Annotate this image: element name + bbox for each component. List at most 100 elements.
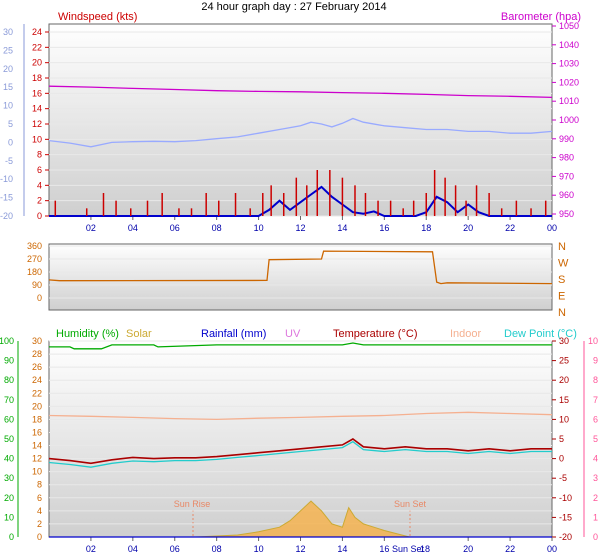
wind-tick-label: 14	[32, 104, 42, 114]
uv-tick-label: 2	[593, 493, 598, 503]
solar-area	[195, 500, 410, 538]
humidity-tick-label: 50	[4, 434, 14, 444]
wind-axis-label: Windspeed (kts)	[58, 11, 137, 23]
hour-tick-label: 22	[505, 544, 515, 554]
wind-tick-label: 20	[32, 58, 42, 68]
baro-tick-label: 970	[559, 171, 574, 181]
temp-series	[48, 342, 553, 538]
hour-tick-label: 10	[254, 544, 264, 554]
solar-tick-label: 18	[32, 414, 42, 424]
direction-tick-label: 270	[27, 254, 42, 264]
temp-tick-label: 15	[559, 395, 569, 405]
baro-axis-label: Barometer (hpa)	[501, 11, 581, 23]
wind-tick-label: 0	[37, 211, 42, 221]
humidity-tick-label: 20	[4, 493, 14, 503]
temp-tick-label: 10	[559, 414, 569, 424]
solar-tick-label: 0	[37, 532, 42, 542]
hour-tick-label: 04	[128, 223, 138, 233]
baro-tick-label: 1010	[559, 96, 579, 106]
temp-tick-label: -20	[559, 532, 572, 542]
avgwind-tick-label: 20	[3, 64, 13, 74]
uv-tick-label: 5	[593, 434, 598, 444]
hour-tick-label: 14	[337, 223, 347, 233]
wind-tick-label: 18	[32, 73, 42, 83]
uv-tick-label: 7	[593, 395, 598, 405]
direction-tick-label: 180	[27, 267, 42, 277]
legend-temperature: Temperature (°C)	[333, 328, 417, 340]
solar-tick-label: 30	[32, 336, 42, 346]
hour-tick-label: 08	[212, 544, 222, 554]
hour-tick-label: 06	[170, 223, 180, 233]
humidity-tick-label: 10	[4, 512, 14, 522]
sunset-axis-label: Sun Set	[392, 544, 425, 554]
temp-tick-label: 25	[559, 356, 569, 366]
dew-line	[48, 440, 552, 468]
baro-tick-label: 960	[559, 190, 574, 200]
hour-tick-label: 12	[295, 544, 305, 554]
hour-tick-label: 02	[86, 544, 96, 554]
avgwind-tick-label: 15	[3, 82, 13, 92]
temp-tick-label: 0	[559, 454, 564, 464]
wind-tick-label: 8	[37, 150, 42, 160]
wind-tick-label: 24	[32, 27, 42, 37]
baro-tick-label: 1050	[559, 21, 579, 31]
uv-tick-label: 9	[593, 356, 598, 366]
humidity-tick-label: 70	[4, 395, 14, 405]
hour-tick-label: 00	[547, 544, 557, 554]
legend-dewpoint: Dew Point (°C)	[504, 328, 577, 340]
wind-plot-area	[48, 23, 553, 217]
humidity-tick-label: 90	[4, 356, 14, 366]
compass-label: W	[558, 258, 569, 270]
avgwind-tick-label: 25	[3, 45, 13, 55]
legend-rainfall: Rainfall (mm)	[201, 328, 266, 340]
direction-line	[48, 250, 553, 285]
humidity-tick-label: 80	[4, 375, 14, 385]
page-title: 24 hour graph day : 27 February 2014	[201, 1, 386, 13]
solar-tick-label: 20	[32, 401, 42, 411]
wind-tick-label: 12	[32, 119, 42, 129]
wind-tick-label: 6	[37, 165, 42, 175]
temp-plot-area	[48, 340, 553, 538]
legend-indoor: Indoor	[450, 328, 482, 340]
hour-tick-label: 20	[463, 544, 473, 554]
solar-tick-label: 26	[32, 362, 42, 372]
humidity-tick-label: 40	[4, 454, 14, 464]
compass-label: N	[558, 307, 566, 319]
uv-tick-label: 3	[593, 473, 598, 483]
solar-tick-label: 4	[37, 506, 42, 516]
wind-tick-label: 16	[32, 88, 42, 98]
hour-tick-label: 22	[505, 223, 515, 233]
solar-tick-label: 28	[32, 349, 42, 359]
wind-tick-label: 4	[37, 180, 42, 190]
avgwind-tick-label: -10	[0, 174, 13, 184]
gust-line	[49, 185, 552, 217]
avgwind-tick-label: -20	[0, 211, 13, 221]
temp-tick-label: 5	[559, 434, 564, 444]
solar-tick-label: 24	[32, 375, 42, 385]
hour-tick-label: 14	[337, 544, 347, 554]
uv-tick-label: 8	[593, 375, 598, 385]
baro-tick-label: 1040	[559, 40, 579, 50]
humidity-tick-label: 0	[9, 532, 14, 542]
baro-tick-label: 990	[559, 134, 574, 144]
uv-tick-label: 6	[593, 414, 598, 424]
solar-tick-label: 2	[37, 519, 42, 529]
hour-tick-label: 04	[128, 544, 138, 554]
legend-solar: Solar	[126, 328, 152, 340]
compass-label: E	[558, 291, 565, 303]
hour-tick-label: 10	[254, 223, 264, 233]
humidity-tick-label: 100	[0, 336, 14, 346]
avgwind-tick-label: 30	[3, 27, 13, 37]
avgwind-tick-label: 0	[8, 137, 13, 147]
avgwind-tick-label: 5	[8, 119, 13, 129]
avgwind-tick-label: 10	[3, 101, 13, 111]
humidity-tick-label: 30	[4, 473, 14, 483]
wind-tick-label: 10	[32, 134, 42, 144]
solar-tick-label: 14	[32, 441, 42, 451]
sunset-label: Sun Set	[394, 499, 427, 509]
uv-tick-label: 4	[593, 454, 598, 464]
solar-tick-label: 6	[37, 493, 42, 503]
